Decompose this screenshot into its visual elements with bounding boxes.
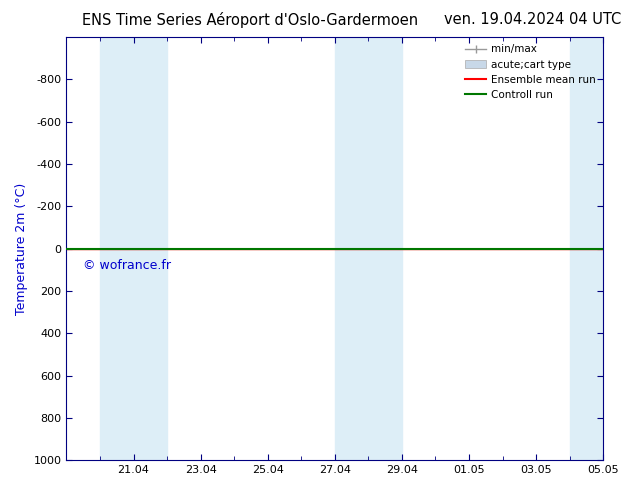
Bar xyxy=(335,37,402,460)
Text: ENS Time Series Aéroport d'Oslo-Gardermoen: ENS Time Series Aéroport d'Oslo-Gardermo… xyxy=(82,12,418,28)
Bar xyxy=(100,37,167,460)
Legend: min/max, acute;cart type, Ensemble mean run, Controll run: min/max, acute;cart type, Ensemble mean … xyxy=(461,40,600,104)
Text: ven. 19.04.2024 04 UTC: ven. 19.04.2024 04 UTC xyxy=(444,12,621,27)
Bar xyxy=(569,37,603,460)
Text: © wofrance.fr: © wofrance.fr xyxy=(83,259,171,272)
Y-axis label: Temperature 2m (°C): Temperature 2m (°C) xyxy=(15,182,28,315)
